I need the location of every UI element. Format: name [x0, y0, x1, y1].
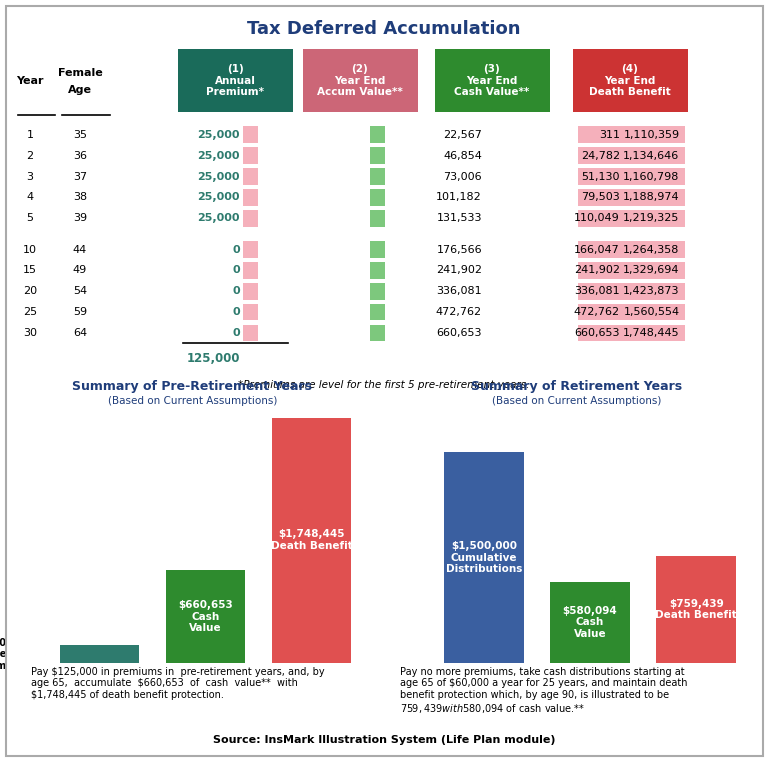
Text: 25,000: 25,000 — [198, 151, 240, 161]
Text: $125,000
Cumulative
Premium: $125,000 Cumulative Premium — [0, 638, 6, 671]
Bar — [243, 283, 258, 299]
Bar — [370, 262, 385, 279]
Bar — [165, 570, 245, 663]
Text: (4)
Year End
Death Benefit: (4) Year End Death Benefit — [589, 64, 671, 98]
Text: 1: 1 — [26, 130, 34, 140]
Text: 166,047: 166,047 — [574, 245, 620, 255]
Text: Summary of Pre-Retirement Years: Summary of Pre-Retirement Years — [72, 380, 312, 393]
Bar — [370, 168, 385, 185]
Bar — [370, 304, 385, 321]
Bar — [60, 645, 139, 663]
Text: 660,653: 660,653 — [437, 328, 482, 338]
Text: 1,219,325: 1,219,325 — [623, 213, 680, 223]
Bar — [434, 50, 550, 112]
Text: 49: 49 — [73, 265, 87, 275]
Text: 36: 36 — [73, 151, 87, 161]
Text: Source: InsMark Illustration System (Life Plan module): Source: InsMark Illustration System (Lif… — [213, 735, 556, 745]
Bar — [578, 168, 684, 185]
Text: 1,188,974: 1,188,974 — [623, 192, 680, 203]
Text: 10: 10 — [23, 245, 37, 255]
Text: 176,566: 176,566 — [436, 245, 482, 255]
Text: 472,762: 472,762 — [574, 307, 620, 317]
Text: Female: Female — [58, 68, 102, 78]
Text: 24,782: 24,782 — [581, 151, 620, 161]
Bar — [243, 189, 258, 206]
Text: 336,081: 336,081 — [436, 287, 482, 296]
Text: 0: 0 — [232, 265, 240, 275]
Text: 1,748,445: 1,748,445 — [623, 328, 680, 338]
Text: 64: 64 — [73, 328, 87, 338]
Bar — [243, 147, 258, 164]
Bar — [370, 242, 385, 258]
Text: 1,110,359: 1,110,359 — [624, 130, 680, 140]
Bar — [578, 242, 684, 258]
Text: 1,329,694: 1,329,694 — [623, 265, 680, 275]
Text: 25,000: 25,000 — [198, 213, 240, 223]
Text: 241,902: 241,902 — [436, 265, 482, 275]
Text: 38: 38 — [73, 192, 87, 203]
Text: 1,160,798: 1,160,798 — [623, 171, 680, 181]
Text: $1,500,000
Cumulative
Distributions: $1,500,000 Cumulative Distributions — [446, 541, 522, 575]
Bar — [243, 262, 258, 279]
Text: $759,439
Death Benefit: $759,439 Death Benefit — [655, 599, 737, 620]
Text: 54: 54 — [73, 287, 87, 296]
Bar — [370, 325, 385, 341]
Bar — [370, 210, 385, 226]
Text: Tax Deferred Accumulation: Tax Deferred Accumulation — [248, 20, 521, 38]
Text: 25,000: 25,000 — [198, 171, 240, 181]
Text: 110,049: 110,049 — [574, 213, 620, 223]
Bar — [572, 50, 687, 112]
Text: 472,762: 472,762 — [436, 307, 482, 317]
Text: 0: 0 — [232, 245, 240, 255]
Text: Pay $125,000 in premiums in  pre-retirement years, and, by
age 65,  accumulate  : Pay $125,000 in premiums in pre-retireme… — [31, 667, 325, 700]
Bar — [243, 168, 258, 185]
Bar — [370, 283, 385, 299]
Text: (3)
Year End
Cash Value**: (3) Year End Cash Value** — [454, 64, 530, 98]
Bar — [657, 556, 736, 663]
Text: Summary of Retirement Years: Summary of Retirement Years — [471, 380, 682, 393]
Text: 22,567: 22,567 — [443, 130, 482, 140]
Bar — [578, 283, 684, 299]
Bar — [550, 581, 630, 663]
Text: 311: 311 — [599, 130, 620, 140]
Text: *Premiums are level for the first 5 pre-retirement years.: *Premiums are level for the first 5 pre-… — [238, 380, 530, 390]
Bar — [578, 147, 684, 164]
Text: 79,503: 79,503 — [581, 192, 620, 203]
Text: 0: 0 — [232, 287, 240, 296]
Text: Age: Age — [68, 85, 92, 95]
Text: 0: 0 — [232, 328, 240, 338]
Bar — [243, 210, 258, 226]
Text: $580,094
Cash
Value: $580,094 Cash Value — [563, 606, 618, 639]
Text: 336,081: 336,081 — [574, 287, 620, 296]
Text: $660,653
Cash
Value: $660,653 Cash Value — [178, 600, 233, 633]
Text: $1,748,445
Death Benefit: $1,748,445 Death Benefit — [271, 530, 352, 551]
Text: (Based on Current Assumptions): (Based on Current Assumptions) — [492, 396, 661, 406]
Bar — [370, 147, 385, 164]
Text: 0: 0 — [232, 307, 240, 317]
Text: 30: 30 — [23, 328, 37, 338]
Bar — [178, 50, 292, 112]
Text: 25,000: 25,000 — [198, 192, 240, 203]
Text: 1,560,554: 1,560,554 — [624, 307, 680, 317]
Bar — [243, 304, 258, 321]
Bar — [370, 126, 385, 143]
Bar — [272, 418, 351, 663]
Text: 59: 59 — [73, 307, 87, 317]
Text: 51,130: 51,130 — [581, 171, 620, 181]
Bar — [578, 262, 684, 279]
Bar — [370, 189, 385, 206]
Bar — [243, 242, 258, 258]
Text: 241,902: 241,902 — [574, 265, 620, 275]
Text: (Based on Current Assumptions): (Based on Current Assumptions) — [108, 396, 277, 406]
Text: 101,182: 101,182 — [436, 192, 482, 203]
Bar — [578, 126, 684, 143]
Text: 131,533: 131,533 — [437, 213, 482, 223]
Text: (2)
Year End
Accum Value**: (2) Year End Accum Value** — [317, 64, 403, 98]
Bar — [578, 189, 684, 206]
Text: 3: 3 — [26, 171, 34, 181]
Text: 2: 2 — [26, 151, 34, 161]
Text: 1,134,646: 1,134,646 — [623, 151, 680, 161]
Bar — [578, 304, 684, 321]
Text: 20: 20 — [23, 287, 37, 296]
Text: 660,653: 660,653 — [574, 328, 620, 338]
